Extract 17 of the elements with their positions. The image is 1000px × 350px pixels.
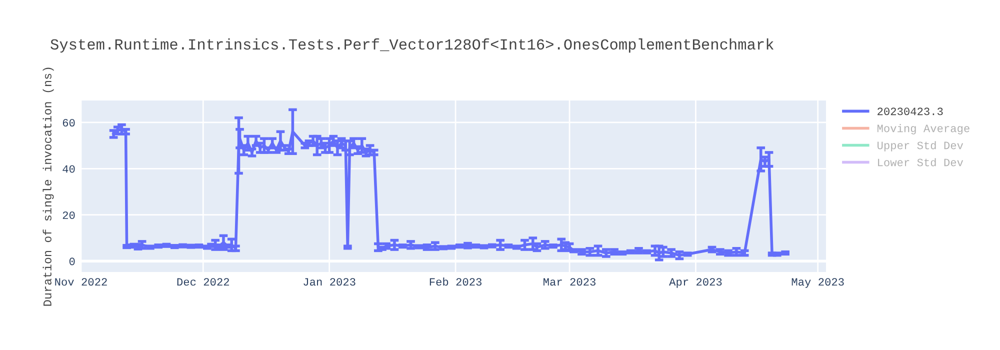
x-tick-label: Mar 2023 [544,278,596,286]
x-tick-label: May 2023 [792,278,844,288]
y-axis-title: Duration of single invocation (ns) [42,68,54,306]
legend-label: Upper Std Dev [878,141,964,152]
legend-label: Moving Average [877,124,970,134]
y-tick-label: 40 [62,165,75,173]
y-tick-label: 60 [62,119,75,127]
x-tick-label: Jan 2023 [304,278,356,286]
x-tick-label: Nov 2022 [55,278,107,286]
legend-label: Lower Std Dev [878,158,964,166]
legend-label: 20230423.3 [878,108,943,116]
y-tick-label: 0 [69,258,75,266]
x-tick-label: Apr 2023 [669,278,722,288]
y-tick-label: 20 [62,211,75,219]
x-tick-label: Feb 2023 [430,278,482,286]
chart-title: System.Runtime.Intrinsics.Tests.Perf_Vector128Of<Int16>.OnesComplementBenchmark [50,38,774,53]
x-tick-label: Dec 2022 [177,278,230,286]
